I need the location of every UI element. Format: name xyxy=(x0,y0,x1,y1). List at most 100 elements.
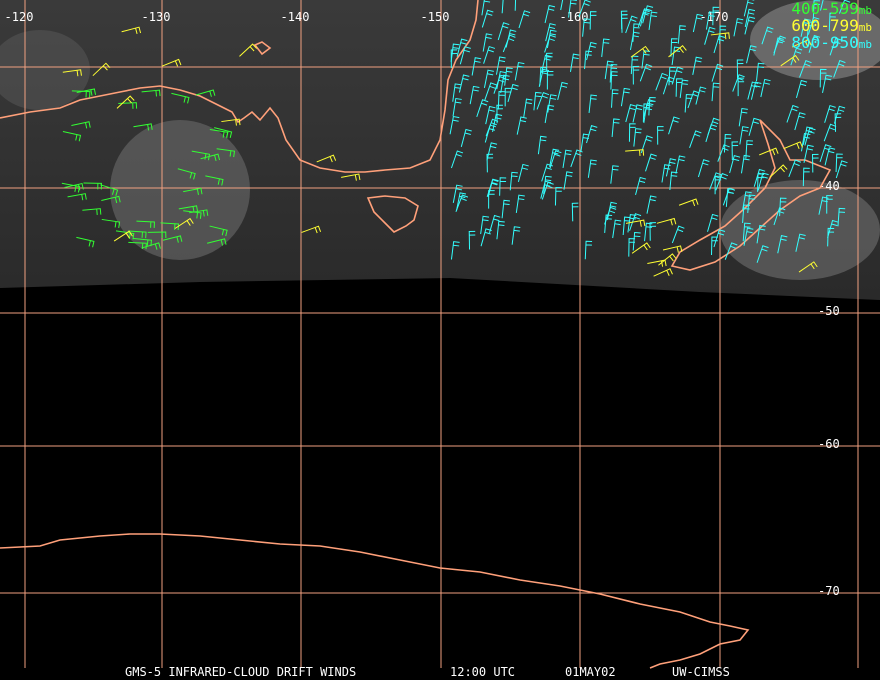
wind-barb xyxy=(316,154,337,163)
wind-barb xyxy=(743,0,755,17)
wind-barb xyxy=(483,45,496,64)
wind-barb xyxy=(724,242,738,260)
wind-barb xyxy=(481,0,491,16)
wind-barb xyxy=(653,268,673,277)
wind-barb xyxy=(481,9,494,28)
wind-barb xyxy=(808,34,821,53)
wind-barbs xyxy=(61,0,851,277)
wind-barb xyxy=(161,58,182,67)
wind-barb xyxy=(798,261,818,273)
wind-barb xyxy=(746,45,757,64)
wind-barb xyxy=(678,198,699,207)
footer-text: 12:00 UTC xyxy=(450,665,515,679)
wind-barb xyxy=(648,11,658,31)
wind-barb xyxy=(518,10,531,29)
wind-barb xyxy=(162,235,183,243)
wind-barb xyxy=(824,147,836,166)
wind-barb xyxy=(725,188,734,207)
wind-barb xyxy=(216,148,236,158)
wind-barb xyxy=(759,147,779,156)
wind-barb xyxy=(488,190,495,209)
wind-barb xyxy=(629,213,642,231)
wind-barb xyxy=(301,225,322,234)
wind-barb xyxy=(450,49,458,68)
wind-barb xyxy=(500,74,510,94)
wind-barb xyxy=(670,38,678,57)
wind-barb xyxy=(501,0,504,14)
wind-barb xyxy=(689,130,702,148)
wind-barb xyxy=(147,231,167,239)
wind-barb xyxy=(452,97,462,117)
wind-barb xyxy=(141,89,161,97)
wind-barb xyxy=(239,43,258,57)
wind-barb xyxy=(183,187,203,195)
wind-barb xyxy=(739,126,749,145)
wind-barb xyxy=(645,153,657,172)
wind-barb xyxy=(571,202,579,222)
wind-barb xyxy=(557,81,568,101)
wind-barb xyxy=(761,26,774,45)
wind-barb xyxy=(544,4,556,24)
wind-barb xyxy=(714,175,722,195)
wind-barb xyxy=(649,222,657,241)
wind-barb xyxy=(710,32,730,40)
wind-barb xyxy=(795,79,808,98)
wind-barb xyxy=(205,175,224,186)
wind-barb xyxy=(570,149,583,168)
wind-barb xyxy=(630,45,650,58)
wind-barb xyxy=(669,171,678,191)
wind-barb xyxy=(485,105,496,125)
wind-barb xyxy=(665,158,677,177)
wind-barb xyxy=(823,123,837,142)
wind-barb xyxy=(661,164,671,183)
wind-barb xyxy=(480,215,490,235)
wind-barb xyxy=(536,91,550,110)
wind-barb xyxy=(647,259,667,267)
wind-barb xyxy=(62,130,82,142)
wind-barb xyxy=(582,18,591,37)
antarctica-coast xyxy=(0,533,750,669)
wind-barb xyxy=(604,60,614,80)
footer-text: GMS-5 INFRARED-CLOUD DRIFT WINDS xyxy=(125,665,356,679)
wind-barb xyxy=(549,150,562,169)
wind-barb xyxy=(675,78,683,97)
wind-barb xyxy=(687,90,700,109)
wind-barb xyxy=(806,21,815,40)
wind-barb xyxy=(750,81,762,100)
wind-barb xyxy=(757,172,769,191)
wind-barb xyxy=(620,10,628,30)
wind-barb xyxy=(195,89,216,97)
wind-barb xyxy=(611,118,620,137)
wind-barb xyxy=(450,43,460,62)
wind-barb xyxy=(713,35,726,54)
wind-barb xyxy=(113,230,133,242)
wind-barb xyxy=(744,16,756,35)
wind-barb xyxy=(662,245,683,253)
wind-barb xyxy=(711,82,720,102)
wind-barb xyxy=(546,70,554,90)
wind-barb xyxy=(625,149,645,156)
wind-barb xyxy=(790,47,803,66)
wind-barb xyxy=(560,0,564,11)
wind-barb xyxy=(695,86,707,105)
wind-barb xyxy=(495,56,506,75)
wind-barb xyxy=(584,50,592,70)
wind-barb xyxy=(732,74,745,92)
wind-barb xyxy=(578,0,591,18)
wind-barb xyxy=(620,87,631,107)
wind-barb xyxy=(628,123,636,142)
footer-text: 01MAY02 xyxy=(565,665,616,679)
wind-barb xyxy=(677,25,686,44)
wind-barb xyxy=(788,159,802,178)
wind-barb xyxy=(668,45,687,58)
wind-barb xyxy=(511,226,521,245)
wind-barb xyxy=(118,102,138,109)
wind-barb xyxy=(505,29,517,48)
wind-barb xyxy=(221,118,241,126)
wind-barb xyxy=(827,219,839,238)
wind-barb xyxy=(837,207,846,227)
legend-unit: mb xyxy=(859,38,872,51)
wind-barb xyxy=(740,154,751,174)
legend-entry: 400-599mb xyxy=(791,0,872,18)
wind-barb xyxy=(606,201,617,221)
